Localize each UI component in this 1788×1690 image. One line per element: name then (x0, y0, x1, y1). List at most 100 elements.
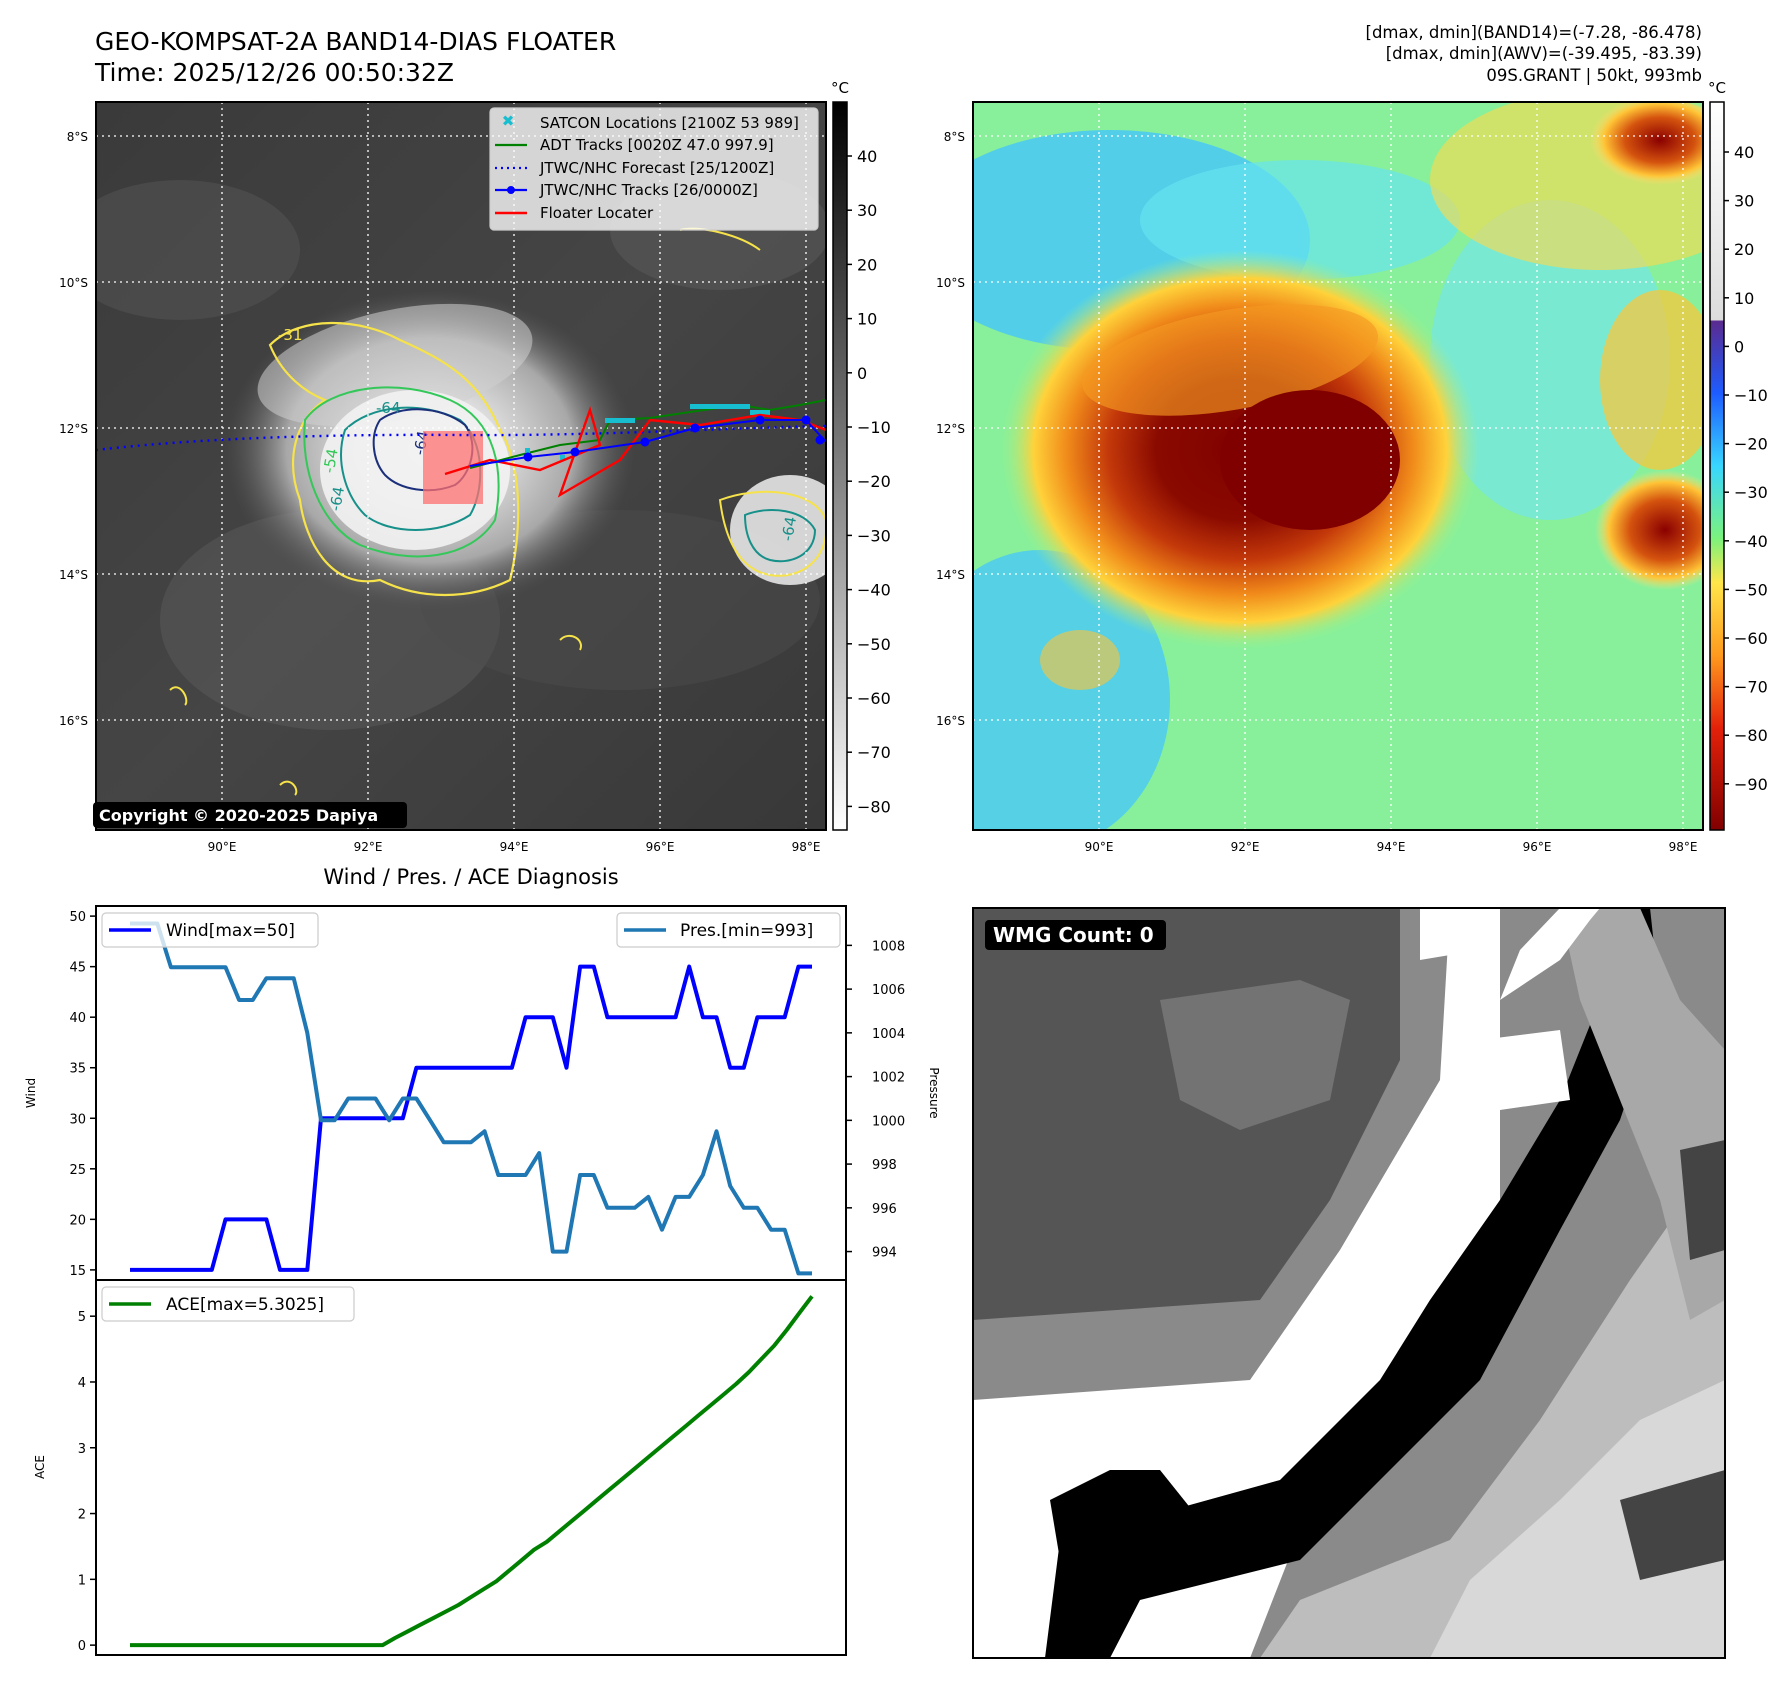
ir-colorbar-ticks: 40 30 20 10 0 −10 −20 −30 −40 −50 −60 −70 −80 (847, 147, 891, 816)
awv-colorbar-tick-label-7: −30 (1734, 483, 1768, 502)
ir-colorbar-tick-label-6: −20 (857, 472, 891, 491)
pressure-axis-tick-label-5: 1004 (872, 1027, 905, 1042)
contour-label-6: -64 (326, 485, 348, 512)
adt-track (469, 399, 826, 469)
ir-colorbar-unit: °C (831, 79, 849, 97)
wmg-frame (972, 907, 1726, 1659)
ace-series (129, 1295, 814, 1648)
awv-colorbar-tick-label-10: −60 (1734, 629, 1768, 648)
wind-axis-label: Wind (24, 1078, 38, 1108)
awv-gridlines (973, 102, 1703, 830)
awv-lat-14s: 14°S (936, 568, 965, 582)
pressure-axis-label: Pressure (927, 1067, 941, 1118)
ir-colorbar: °C 40 30 20 10 0 −10 −20 −30 −40 −50 −60 −70 −80 (831, 79, 891, 831)
pressure-axis-tick-label-6: 1006 (872, 983, 905, 998)
awv-lat-10s: 10°S (936, 276, 965, 290)
awv-colorbar-tick-label-8: −40 (1734, 532, 1768, 551)
ir-colorbar-tick-label-10: −60 (857, 689, 891, 708)
contour-label-4: -64 (778, 515, 800, 542)
ace-axis-tick-label-4: 4 (78, 1376, 86, 1391)
pressure-legend: Pres.[min=993] (616, 912, 841, 948)
satcon-legend-icon: ✖ (502, 112, 515, 130)
ir-colorbar-tick-label-1: 30 (857, 201, 877, 220)
wind-series (129, 964, 813, 1272)
ace-line (130, 1295, 814, 1648)
wind-axis-ticks: 15 20 25 30 35 40 45 50 (69, 910, 96, 1279)
wmg-badge (985, 920, 1166, 950)
wind-axis-tick-label-2: 25 (69, 1163, 86, 1178)
ir-lat-8s: 8°S (67, 130, 88, 144)
ir-lat-14s: 14°S (59, 568, 88, 582)
awv-colorbar-unit: °C (1708, 79, 1726, 97)
pressure-axis-tick-label-7: 1008 (872, 939, 905, 954)
ir-legend: ✖ SATCON Locations [2100Z 53 989] ADT Tr… (489, 107, 819, 231)
wind-legend: Wind[max=50] (101, 912, 319, 948)
ace-legend: ACE[max=5.3025] (101, 1286, 355, 1322)
pressure-axis-tick-label-2: 998 (872, 1158, 897, 1173)
awv-axis-labels: 8°S 10°S 12°S 14°S 16°S 90°E 92°E 94°E 9… (936, 130, 1697, 854)
pressure-axis-tick-label-4: 1002 (872, 1071, 905, 1086)
awv-colorbar-tick-label-9: −50 (1734, 580, 1768, 599)
awv-lon-94e: 94°E (1377, 840, 1406, 854)
wind-legend-label: Wind[max=50] (166, 921, 295, 941)
ace-chart: 0 1 2 3 4 5 ACE ACE[max=5.3025] (33, 1279, 847, 1656)
pressure-axis-tick-label-0: 994 (872, 1246, 897, 1261)
awv-colorbar-tick-label-3: 10 (1734, 289, 1754, 308)
legend-forecast: JTWC/NHC Forecast [25/1200Z] (539, 159, 774, 177)
ir-colorbar-tick-label-12: −80 (857, 797, 891, 816)
ir-frame (95, 101, 827, 831)
awv-lon-96e: 96°E (1523, 840, 1552, 854)
legend-adt: ADT Tracks [0020Z 47.0 997.9] (540, 136, 774, 154)
diagnosis-title: Wind / Pres. / ACE Diagnosis (323, 865, 618, 889)
ir-panel: -31 -64 -54 -64 -64 -64 (59, 79, 891, 854)
pressure-legend-label: Pres.[min=993] (680, 921, 813, 941)
awv-colorbar-tick-label-4: 0 (1734, 337, 1744, 356)
jtwc-forecast-track (96, 424, 826, 452)
wind-pressure-frame (95, 905, 847, 1281)
figure-title-line2: Time: 2025/12/26 00:50:32Z (94, 58, 454, 87)
wind-axis-tick-label-6: 45 (69, 961, 86, 976)
ir-lat-16s: 16°S (59, 714, 88, 728)
ace-axis-tick-label-3: 3 (78, 1442, 86, 1457)
awv-panel: 8°S 10°S 12°S 14°S 16°S 90°E 92°E 94°E 9… (936, 79, 1768, 854)
awv-colorbar-tick-label-13: −90 (1734, 775, 1768, 794)
ace-axis-label: ACE (33, 1455, 47, 1479)
copyright-text: Copyright © 2020-2025 Dapiya (99, 806, 378, 825)
awv-imagery (973, 102, 1703, 830)
awv-lon-90e: 90°E (1085, 840, 1114, 854)
awv-colorbar-tick-label-0: 40 (1734, 143, 1754, 162)
jtwc-track-points (523, 415, 825, 462)
awv-lat-8s: 8°S (944, 130, 965, 144)
ir-lat-12s: 12°S (59, 422, 88, 436)
satcon-locations (525, 404, 770, 460)
legend-satcon: SATCON Locations [2100Z 53 989] (540, 114, 799, 132)
ir-colorbar-tick-label-8: −40 (857, 581, 891, 600)
ir-lat-10s: 10°S (59, 276, 88, 290)
awv-colorbar-tick-label-1: 30 (1734, 192, 1754, 211)
ace-axis-tick-label-1: 1 (78, 1573, 86, 1588)
awv-colorbar-tick-label-12: −80 (1734, 726, 1768, 745)
ace-axis-tick-label-5: 5 (78, 1310, 86, 1325)
wmg-count-label: WMG Count: 0 (993, 923, 1154, 947)
awv-colorbar-ticks: 40 30 20 10 0 −10 −20 −30 −40 −50 −60 −70 −80 −90 (1724, 143, 1768, 794)
wind-axis-tick-label-1: 20 (69, 1213, 86, 1228)
contour-label-2: -64 (376, 399, 401, 417)
awv-lon-98e: 98°E (1669, 840, 1698, 854)
awv-lat-12s: 12°S (936, 422, 965, 436)
legend-tracks: JTWC/NHC Tracks [26/0000Z] (539, 181, 758, 199)
awv-colorbar-tick-label-11: −70 (1734, 678, 1768, 697)
awv-colorbar-tick-label-6: −20 (1734, 435, 1768, 454)
awv-colorbar-tick-label-5: −10 (1734, 386, 1768, 405)
jtwc-track (469, 419, 826, 467)
wind-axis-tick-label-0: 15 (69, 1264, 86, 1279)
ir-lon-94e: 94°E (500, 840, 529, 854)
ace-frame (95, 1279, 847, 1656)
ir-colorbar-tick-label-0: 40 (857, 147, 877, 166)
ace-legend-label: ACE[max=5.3025] (166, 1295, 324, 1315)
wind-axis-tick-label-5: 40 (69, 1011, 86, 1026)
awv-lon-92e: 92°E (1231, 840, 1260, 854)
awv-colorbar: °C 40 30 20 10 0 −10 −20 −30 −40 −50 −60 −70 −80 −90 (1708, 79, 1768, 831)
ir-colorbar-tick-label-3: 10 (857, 310, 877, 329)
ir-colorbar-tick-label-2: 20 (857, 255, 877, 274)
